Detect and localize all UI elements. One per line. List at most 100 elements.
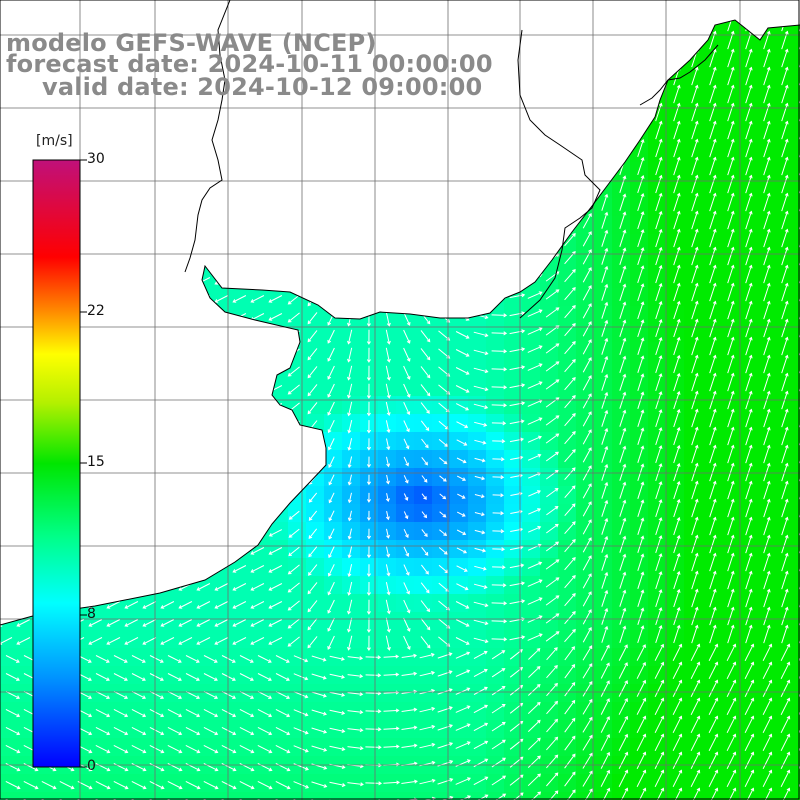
wind-arrow: [509, 774, 524, 786]
wind-arrow: [726, 715, 737, 734]
wind-arrow: [214, 295, 229, 303]
wind-arrow: [582, 339, 592, 355]
wind-arrow: [745, 48, 753, 68]
wind-arrow: [690, 769, 701, 788]
wind-arrow: [545, 613, 560, 624]
wind-arrow: [185, 690, 201, 699]
wind-arrow: [745, 120, 753, 140]
wind-cell: [738, 792, 757, 800]
wind-arrow: [328, 474, 335, 486]
wind-arrow: [691, 606, 699, 626]
wind-arrow: [690, 679, 701, 698]
wind-arrow: [708, 679, 719, 698]
wind-arrow: [780, 769, 791, 788]
wind-arrow: [347, 656, 364, 661]
wind-arrow: [113, 762, 129, 772]
wind-arrow: [564, 467, 576, 481]
wind-arrow: [439, 529, 448, 536]
wind-arrow: [185, 762, 201, 772]
wind-arrow: [421, 546, 429, 556]
wind-arrow: [601, 337, 609, 355]
wind-arrow: [708, 733, 719, 752]
wind-arrow: [131, 708, 147, 718]
wind-arrow: [780, 715, 791, 734]
wind-arrow: [401, 743, 418, 748]
wind-arrow: [329, 709, 346, 715]
wind-arrow: [618, 697, 628, 715]
wind-arrow: [403, 401, 411, 416]
wind-arrow: [196, 601, 211, 609]
wind-arrow: [709, 300, 717, 320]
wind-arrow: [655, 625, 663, 644]
wind-arrow: [564, 717, 576, 733]
wind-arrow: [745, 426, 753, 446]
wind-arrow: [601, 319, 609, 337]
wind-arrow: [509, 311, 526, 317]
wind-arrow: [106, 619, 121, 627]
wind-cell: [324, 792, 343, 800]
wind-arrow: [5, 780, 21, 790]
wind-arrow: [709, 66, 717, 86]
wind-arrow: [564, 286, 576, 301]
wind-arrow: [328, 546, 335, 559]
wind-cell: [252, 792, 271, 800]
wind-arrow: [455, 601, 470, 609]
wind-arrow: [672, 643, 683, 662]
wind-arrow: [655, 373, 663, 392]
wind-arrow: [582, 663, 593, 679]
wind-arrow: [655, 337, 663, 356]
wind-arrow: [672, 751, 683, 770]
wind-arrow: [438, 600, 450, 611]
wind-arrow: [457, 493, 466, 499]
wind-arrow: [196, 637, 211, 645]
wind-arrow: [673, 588, 681, 608]
border-line-west: [184, 0, 231, 273]
wind-arrow: [709, 444, 717, 464]
wind-arrow: [745, 300, 753, 320]
wind-arrow: [745, 246, 753, 266]
wind-arrow: [419, 670, 436, 677]
wind-arrow: [214, 601, 229, 609]
wind-arrow: [474, 529, 486, 535]
wind-arrow: [527, 633, 543, 641]
wind-arrow: [763, 156, 771, 176]
wind-arrow: [708, 787, 719, 800]
wind-arrow: [287, 564, 300, 575]
wind-arrow: [491, 403, 508, 408]
wind-arrow: [619, 355, 627, 373]
wind-arrow: [691, 300, 699, 320]
wind-arrow: [456, 457, 467, 464]
wind-arrow: [762, 733, 773, 752]
wind-arrow: [403, 420, 410, 433]
wind-arrow: [763, 102, 771, 122]
wind-arrow: [654, 715, 665, 734]
wind-arrow: [780, 787, 791, 800]
wind-arrow: [637, 229, 645, 248]
wind-arrow: [691, 102, 699, 122]
wind-arrow: [545, 433, 560, 444]
wind-arrow: [473, 668, 488, 678]
wind-arrow: [745, 480, 753, 500]
wind-arrow: [619, 409, 627, 427]
wind-arrow: [762, 661, 773, 680]
wind-arrow: [142, 619, 157, 627]
wind-arrow: [385, 493, 390, 502]
wind-arrow: [420, 348, 431, 361]
wind-arrow: [545, 289, 560, 300]
wind-arrow: [709, 48, 717, 68]
wind-arrow: [619, 211, 627, 229]
wind-arrow: [744, 697, 755, 716]
wind-arrow: [329, 727, 346, 733]
wind-arrow: [308, 564, 318, 576]
wind-arrow: [727, 282, 735, 302]
wind-arrow: [403, 475, 409, 484]
wind-arrow: [690, 787, 701, 800]
wind-arrow: [709, 426, 717, 446]
wind-arrow: [727, 606, 735, 626]
wind-arrow: [365, 709, 382, 714]
wind-arrow: [763, 498, 771, 518]
wind-arrow: [582, 429, 592, 445]
border-line-east: [517, 29, 601, 319]
wind-arrow: [709, 480, 717, 500]
wind-arrow: [763, 174, 771, 194]
